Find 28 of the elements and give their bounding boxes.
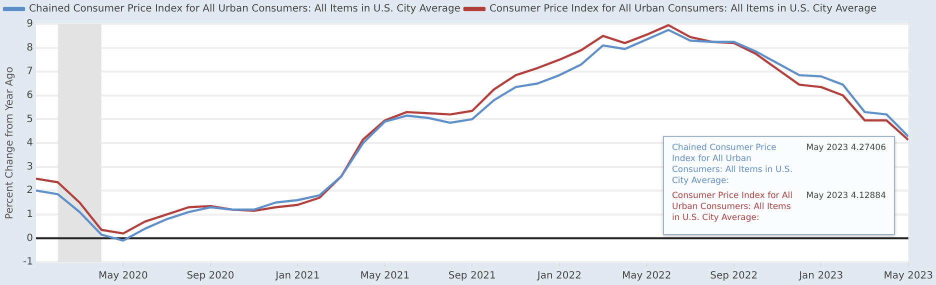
y-tick-label: 0 — [26, 232, 33, 244]
y-tick-label: 5 — [26, 114, 33, 125]
annotation: May 2023 4.27406 — [806, 143, 886, 155]
x-tick-label: May 2022 — [622, 270, 672, 282]
y-tick-label: -1 — [22, 256, 33, 268]
y-tick-label: 2 — [26, 185, 33, 196]
y-tick-label: 3 — [26, 161, 33, 172]
y-axis-title: Percent Change from Year Ago — [4, 66, 16, 220]
x-tick-label: Sep 2022 — [710, 270, 758, 282]
y-tick-label: 1 — [26, 208, 33, 220]
legend-label: Chained Consumer Price Index for All Urban Consumers: All Items in U.S. City Average — [29, 4, 460, 15]
y-tick-label: 8 — [26, 42, 33, 54]
x-tick-label: Sep 2020 — [186, 270, 234, 282]
x-tick-label: Jan 2022 — [536, 270, 582, 282]
x-tick-label: Sep 2021 — [448, 270, 496, 282]
x-tick-label: Jan 2021 — [274, 270, 320, 282]
y-tick-label: 6 — [26, 90, 33, 101]
x-tick-label: May 2020 — [98, 270, 148, 282]
x-tick-label: May 2023 — [884, 270, 934, 282]
x-tick-label: May 2021 — [360, 270, 410, 282]
annotation: May 2023 4.12884 — [806, 191, 886, 203]
y-tick-label: 7 — [26, 66, 33, 78]
y-tick-label: 4 — [26, 138, 33, 149]
annotation: Chained Consumer Price Index for All Urban Consumers: All Items in U.S. City Average: — [672, 143, 794, 187]
y-tick-label: 9 — [26, 18, 33, 30]
legend-label: Consumer Price Index for All Urban Consumers: All Items in U.S. City Average — [489, 4, 877, 15]
annotation: Consumer Price Index for All Urban Consumers: All Items in U.S. City Average: — [672, 191, 794, 224]
x-tick-label: Jan 2023 — [798, 270, 844, 282]
